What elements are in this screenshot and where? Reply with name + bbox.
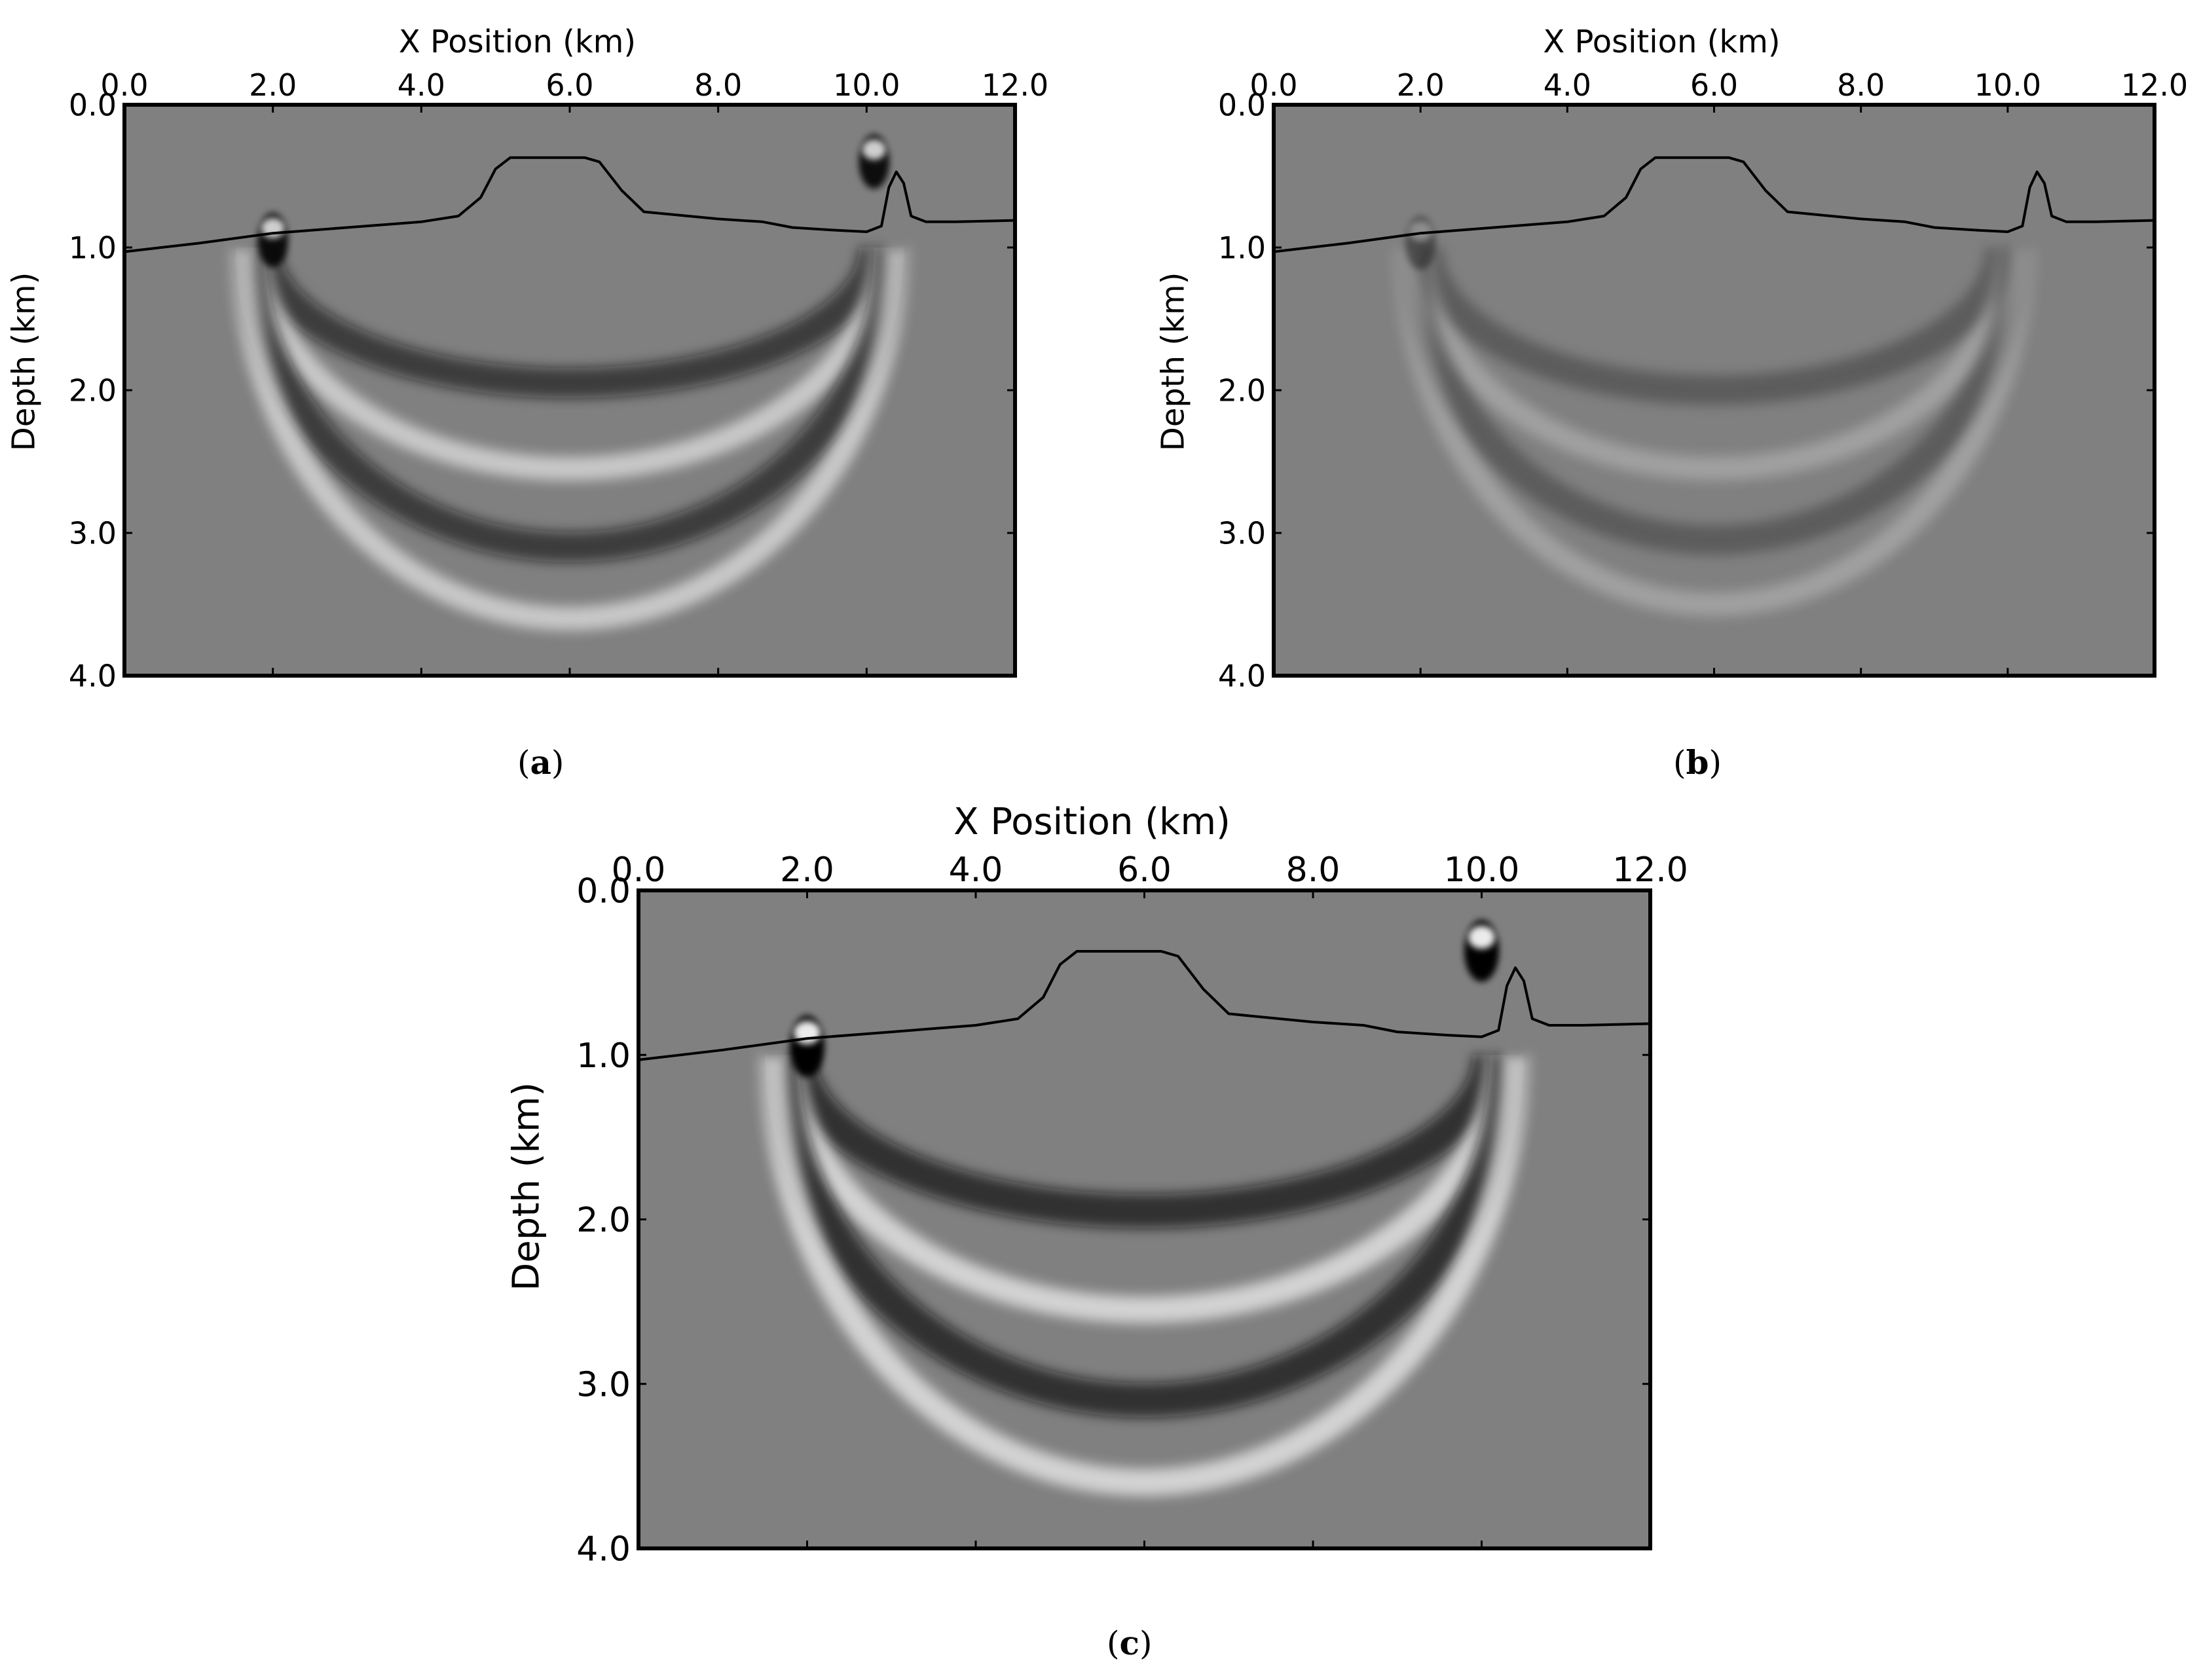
y-tick-label: 0.0 [69, 88, 117, 123]
x-axis-title: X Position (km) [953, 801, 1230, 843]
wavefront-arc [250, 247, 889, 399]
x-tick-label: 8.0 [1837, 67, 1885, 103]
x-tick-label: 10.0 [833, 67, 900, 103]
y-tick-label: 4.0 [576, 1530, 631, 1569]
y-tick-label: 4.0 [1218, 659, 1266, 694]
y-axis-title: Depth (km) [1155, 272, 1192, 451]
y-tick-label: 3.0 [69, 516, 117, 551]
x-tick-label: 0.0 [1249, 67, 1297, 103]
y-tick-label: 0.0 [576, 872, 631, 911]
caption-a: (a) [517, 743, 564, 782]
interface-curve [1274, 156, 2155, 253]
x-tick-label: 8.0 [1286, 850, 1341, 890]
x-tick-label: 12.0 [982, 67, 1048, 103]
caption-c: (c) [1107, 1624, 1153, 1662]
x-tick-label: 2.0 [1397, 67, 1445, 103]
y-axis-title: Depth (km) [6, 272, 43, 451]
wavefield-layer [124, 134, 1015, 630]
x-tick-label: 6.0 [546, 67, 593, 103]
x-tick-label: 6.0 [1690, 67, 1738, 103]
wavefront-arc [760, 1055, 1529, 1496]
y-tick-label: 4.0 [69, 659, 117, 694]
source-burst [1405, 215, 1436, 270]
wavefront-arc [231, 247, 908, 630]
y-tick-label: 2.0 [576, 1201, 631, 1240]
x-tick-label: 10.0 [1974, 67, 2041, 103]
wavefront-arc [781, 1054, 1507, 1229]
source-burst [859, 134, 890, 189]
wavefield-layer [638, 919, 1650, 1496]
wavefield-layer [1274, 156, 2155, 616]
y-tick-label: 2.0 [69, 373, 117, 409]
source-burst [789, 1015, 825, 1078]
x-tick-label: 12.0 [1612, 850, 1688, 890]
x-tick-label: 0.0 [100, 67, 148, 103]
y-axis-title: Depth (km) [505, 1082, 547, 1291]
x-tick-label: 6.0 [1117, 850, 1172, 890]
x-axis-title: X Position (km) [1543, 24, 1780, 60]
y-tick-label: 1.0 [576, 1036, 631, 1076]
y-tick-label: 2.0 [1218, 373, 1266, 409]
wavefront-arc [1413, 247, 2016, 405]
x-tick-label: 2.0 [249, 67, 297, 103]
x-tick-label: 0.0 [612, 850, 666, 890]
wavefront-arc [1394, 247, 2035, 616]
y-tick-label: 1.0 [1218, 230, 1266, 266]
wavefront-arc [777, 1055, 1512, 1324]
caption-c-letter: c [1119, 1624, 1139, 1662]
y-tick-label: 1.0 [69, 230, 117, 266]
y-tick-label: 3.0 [576, 1365, 631, 1404]
x-tick-label: 4.0 [398, 67, 445, 103]
x-tick-label: 8.0 [694, 67, 742, 103]
source-burst [1464, 919, 1500, 982]
caption-b-letter: b [1686, 743, 1709, 782]
x-tick-label: 10.0 [1444, 850, 1520, 890]
wavefront-arc [246, 247, 893, 481]
x-tick-label: 4.0 [1544, 67, 1591, 103]
x-tick-label: 4.0 [949, 850, 1003, 890]
caption-a-letter: a [530, 743, 551, 782]
wavefront-arc [764, 1055, 1525, 1417]
interface-curve [124, 156, 1015, 253]
x-tick-label: 12.0 [2121, 67, 2188, 103]
interface-curve [638, 950, 1650, 1061]
y-tick-label: 3.0 [1218, 516, 1266, 551]
x-axis-title: X Position (km) [399, 24, 636, 60]
y-tick-label: 0.0 [1218, 88, 1266, 123]
x-tick-label: 2.0 [780, 850, 834, 890]
caption-b: (b) [1673, 743, 1722, 782]
